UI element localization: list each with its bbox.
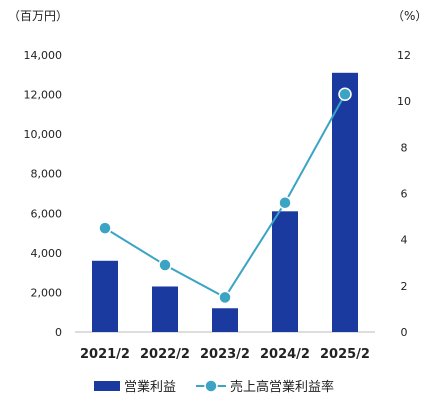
right-axis-unit: （%）: [392, 9, 427, 23]
legend-bar-label: 営業利益: [124, 379, 176, 395]
right-tick-label: 4: [401, 234, 408, 247]
x-axis-ticks: 2021/2 2022/2 2023/2 2024/2 2025/2: [80, 347, 370, 362]
line-point: [278, 195, 292, 210]
right-tick-label: 0: [401, 326, 408, 339]
left-tick-label: 14,000: [24, 49, 63, 62]
x-tick-label: 2022/2: [140, 347, 190, 362]
bar: [92, 260, 118, 332]
legend-line-marker: [204, 379, 218, 393]
right-tick-label: 6: [401, 188, 408, 201]
right-tick-label: 2: [401, 280, 408, 293]
x-tick-label: 2023/2: [200, 347, 250, 362]
legend-bar-swatch: [94, 381, 120, 391]
left-axis-unit: （百万円）: [8, 9, 68, 23]
x-tick-label: 2024/2: [260, 347, 310, 362]
left-tick-label: 8,000: [31, 168, 63, 181]
bar: [332, 72, 358, 333]
ratio-line: [104, 93, 346, 299]
bar-series: [92, 72, 358, 333]
right-axis-ticks: 0 2 4 6 8 10 12: [397, 49, 411, 339]
legend-line-label: 売上高営業利益率: [230, 379, 334, 395]
left-axis-ticks: 0 2,000 4,000 6,000 8,000 10,000 12,000 14,000: [24, 49, 63, 339]
line-series: [98, 87, 352, 305]
bar: [212, 308, 238, 332]
left-tick-label: 4,000: [31, 247, 63, 260]
line-point: [98, 221, 112, 235]
x-tick-label: 2025/2: [320, 347, 370, 362]
line-point: [158, 258, 172, 272]
bar: [272, 211, 298, 332]
bar: [152, 286, 178, 332]
right-tick-label: 8: [401, 141, 408, 154]
right-tick-label: 12: [397, 49, 411, 62]
left-tick-label: 0: [55, 326, 62, 339]
x-tick-label: 2021/2: [80, 347, 130, 362]
left-tick-label: 12,000: [24, 89, 63, 102]
left-tick-label: 6,000: [31, 207, 63, 220]
left-tick-label: 2,000: [31, 286, 63, 299]
legend: 営業利益 売上高営業利益率: [94, 379, 334, 395]
left-tick-label: 10,000: [24, 128, 63, 141]
line-point: [338, 87, 352, 101]
right-tick-label: 10: [397, 95, 411, 108]
line-point: [218, 290, 232, 305]
